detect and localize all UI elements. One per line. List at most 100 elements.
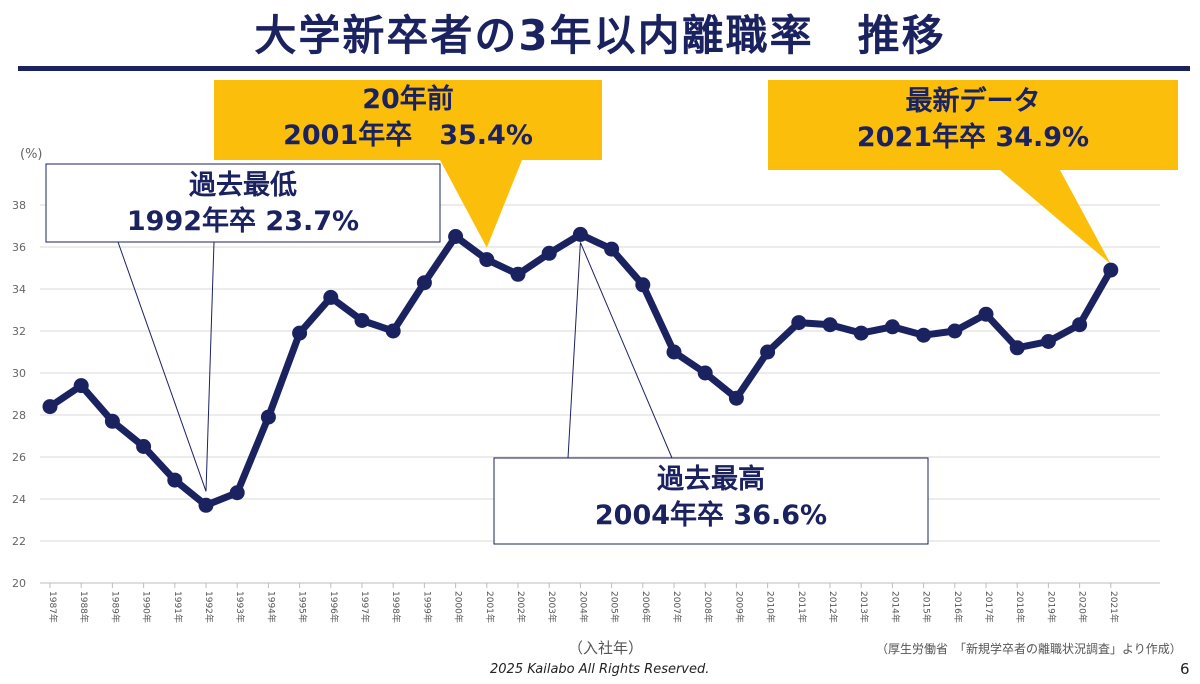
x-tick-label: 2005年 <box>609 591 621 623</box>
data-point <box>354 313 370 328</box>
x-tick-label: 2017年 <box>983 591 995 623</box>
title-rule <box>18 66 1190 71</box>
data-point <box>1072 317 1088 333</box>
data-point <box>416 275 432 291</box>
x-tick-label: 1998年 <box>390 591 402 623</box>
callout-min-line2: 1992年卒 23.7% <box>126 206 360 237</box>
callout-20-years-ago-shape <box>214 80 602 248</box>
x-tick-label: 2018年 <box>1014 591 1026 623</box>
callout-max-box <box>493 457 929 545</box>
x-tick-label: 2009年 <box>733 591 745 623</box>
data-point <box>510 266 526 282</box>
data-point <box>136 439 152 454</box>
x-tick-label: 2007年 <box>671 591 683 623</box>
x-axis-label: （入社年） <box>568 639 644 657</box>
data-point <box>260 409 276 425</box>
callout-latest-shape <box>768 80 1178 265</box>
data-point <box>1040 334 1056 349</box>
y-tick-label: 24 <box>12 493 26 506</box>
callout-layer <box>45 80 1178 545</box>
footer-copyright: 2025 Kailabo All Rights Reserved. <box>490 662 710 677</box>
y-tick-label: 28 <box>12 409 26 422</box>
x-tick-label: 2013年 <box>858 591 870 623</box>
x-tick-label: 2014年 <box>889 591 901 623</box>
y-tick-label: 36 <box>12 241 26 254</box>
callout-min-tail <box>117 241 215 492</box>
x-tick-label: 1995年 <box>297 591 309 623</box>
data-point <box>323 289 339 305</box>
callout-max-line2: 2004年卒 36.6% <box>594 500 828 531</box>
x-tick-label: 2003年 <box>546 591 558 623</box>
x-tick-label: 2011年 <box>796 591 808 623</box>
data-point <box>791 315 807 331</box>
x-tick-label: 1988年 <box>78 591 90 623</box>
x-tick-label: 2015年 <box>921 591 933 623</box>
y-tick-label: 22 <box>12 535 26 548</box>
x-tick-label: 1989年 <box>109 591 121 623</box>
data-point <box>853 325 869 341</box>
series-layer <box>42 226 1119 513</box>
data-point <box>916 327 932 343</box>
y-axis-unit: (%) <box>20 147 43 162</box>
x-tick-label: 2012年 <box>827 591 839 623</box>
y-tick-label: 20 <box>12 577 26 590</box>
callout-20-years-ago: 20年前 2001年卒 35.4% <box>214 82 602 154</box>
data-point <box>448 229 464 244</box>
data-point <box>229 485 245 501</box>
x-tick-label: 1999年 <box>421 591 433 623</box>
data-point <box>697 365 713 381</box>
data-point <box>760 344 776 360</box>
data-point <box>635 277 651 293</box>
x-tick-label: 1990年 <box>141 591 153 623</box>
data-point <box>978 306 994 322</box>
data-point <box>479 252 495 268</box>
data-point <box>73 378 89 394</box>
data-point <box>42 399 58 415</box>
x-tick-label: 2004年 <box>577 591 589 623</box>
y-tick-label: 30 <box>12 367 26 380</box>
y-tick-label: 34 <box>12 283 26 296</box>
callout-20-years-ago-line1: 20年前 <box>362 84 454 115</box>
y-tick-label: 26 <box>12 451 26 464</box>
y-tick-label: 32 <box>12 325 26 338</box>
data-point <box>198 497 214 513</box>
callout-20-years-ago-line2: 2001年卒 35.4% <box>283 120 533 151</box>
x-tick-label: 1987年 <box>47 591 59 623</box>
x-tick-label: 2001年 <box>484 591 496 623</box>
data-point <box>167 472 183 488</box>
data-point <box>947 323 963 339</box>
callout-max: 過去最高 2004年卒 36.6% <box>494 462 928 534</box>
data-point <box>604 241 620 257</box>
x-tick-label: 2016年 <box>952 591 964 623</box>
callout-max-tail <box>567 242 673 459</box>
slide-title: 大学新卒者の3年以内離職率 推移 <box>254 11 946 60</box>
data-point <box>822 317 838 333</box>
x-tick-label: 2021年 <box>1108 591 1120 623</box>
x-tick-label: 1994年 <box>265 591 277 623</box>
x-tick-label: 2020年 <box>1077 591 1089 623</box>
x-tick-label: 2008年 <box>702 591 714 623</box>
x-tick-label: 1997年 <box>359 591 371 623</box>
callout-min-line1: 過去最低 <box>189 170 297 201</box>
data-point <box>292 325 308 341</box>
callout-latest-line2: 2021年卒 34.9% <box>856 122 1090 153</box>
data-point <box>385 323 401 339</box>
callout-min: 過去最低 1992年卒 23.7% <box>46 168 440 240</box>
source-note: （厚生労働省 「新規学卒者の離職状況調査」より作成） <box>876 642 1182 656</box>
x-tick-label: 1996年 <box>328 591 340 623</box>
callout-max-line1: 過去最高 <box>657 464 765 495</box>
callout-latest: 最新データ 2021年卒 34.9% <box>768 84 1178 156</box>
data-point <box>104 413 120 429</box>
x-tick-label: 1992年 <box>203 591 215 623</box>
data-point <box>1103 262 1119 278</box>
tick-layer: 20 22 24 26 28 30 32 34 36 38 1987年 1988年 1989年 1990年… <box>12 199 1120 623</box>
page-number: 6 <box>1180 660 1190 678</box>
x-tick-label: 2010年 <box>765 591 777 623</box>
data-point <box>572 226 588 242</box>
callout-latest-line1: 最新データ <box>905 86 1041 117</box>
x-tick-label: 1993年 <box>234 591 246 623</box>
x-tick-label: 2002年 <box>515 591 527 623</box>
x-tick-label: 2019年 <box>1045 591 1057 623</box>
x-tick-label: 1991年 <box>172 591 184 623</box>
